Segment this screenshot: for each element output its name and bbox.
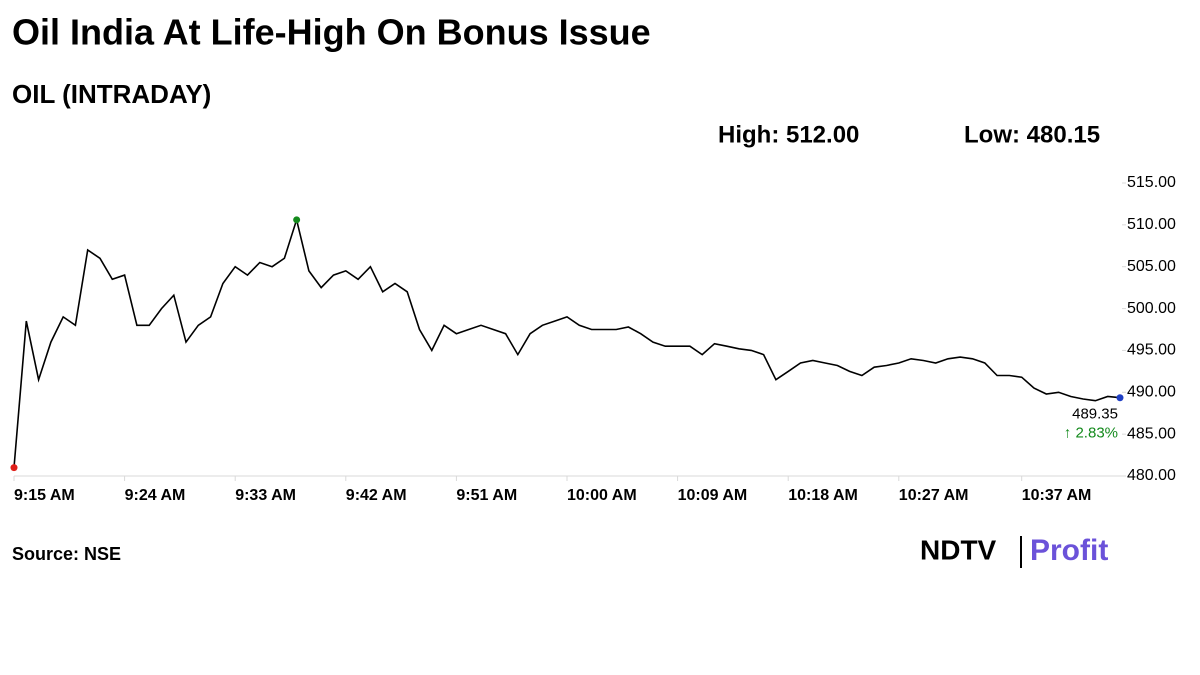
y-tick-label: 490.00 xyxy=(1127,384,1176,401)
last-price-label: 489.35 xyxy=(1072,406,1118,423)
chart-subtitle: OIL (INTRADAY) xyxy=(12,79,211,109)
y-tick-label: 495.00 xyxy=(1127,342,1176,359)
y-tick-label: 510.00 xyxy=(1127,216,1176,233)
y-tick-label: 480.00 xyxy=(1127,467,1176,484)
price-line xyxy=(13,216,1121,468)
logo-ndtv: NDTV xyxy=(920,534,997,565)
x-tick-label: 9:33 AM xyxy=(235,487,296,504)
x-tick-label: 9:42 AM xyxy=(346,487,407,504)
x-tick-label: 9:24 AM xyxy=(125,487,186,504)
end-marker xyxy=(1116,394,1124,402)
start-marker xyxy=(10,464,18,472)
x-tick-label: 10:18 AM xyxy=(788,487,858,504)
logo-profit: Profit xyxy=(1030,534,1108,567)
x-tick-label: 9:15 AM xyxy=(14,487,75,504)
y-tick-label: 485.00 xyxy=(1127,425,1176,442)
chart-title: Oil India At Life-High On Bonus Issue xyxy=(12,12,651,53)
x-tick-label: 10:37 AM xyxy=(1022,487,1092,504)
change-label: ↑ 2.83% xyxy=(1064,425,1118,442)
high-marker xyxy=(293,216,301,224)
source: Source: NSE xyxy=(12,544,121,564)
x-tick-label: 9:51 AM xyxy=(456,487,517,504)
low-text: Low: 480.15 xyxy=(964,121,1100,148)
y-tick-label: 500.00 xyxy=(1127,300,1176,317)
high-text: High: 512.00 xyxy=(718,121,859,148)
x-tick-label: 10:27 AM xyxy=(899,487,969,504)
x-tick-label: 10:00 AM xyxy=(567,487,637,504)
y-tick-label: 505.00 xyxy=(1127,258,1176,275)
x-tick-label: 10:09 AM xyxy=(678,487,748,504)
y-tick-label: 515.00 xyxy=(1127,174,1176,191)
